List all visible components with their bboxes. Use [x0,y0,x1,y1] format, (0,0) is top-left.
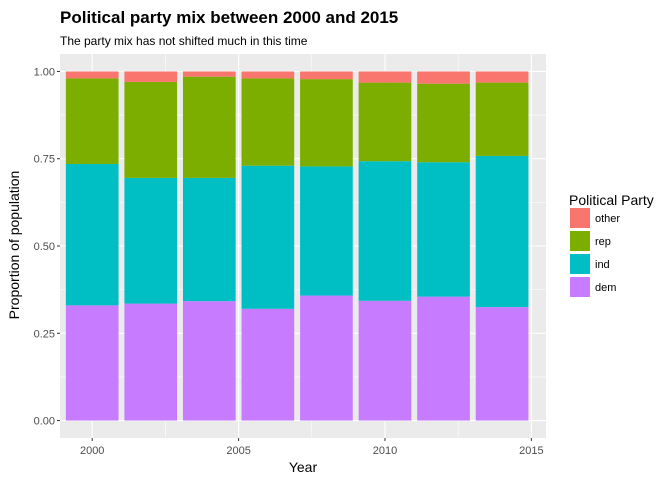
y-tick-label: 0.25 [34,328,55,340]
bar-segment-ind-2008 [300,166,353,296]
bar-segment-dem-2004 [182,301,236,421]
legend-label-other: other [595,213,620,225]
legend-key-rep [570,231,590,251]
legend: Political Party other rep ind dem [569,192,654,297]
legend-title: Political Party [569,192,654,208]
bar-segment-rep-2012 [417,83,470,163]
legend-key-ind [570,254,590,274]
bar-segment-dem-2002 [124,303,178,421]
legend-label-dem: dem [595,282,616,294]
bar-segment-ind-2004 [182,177,236,302]
bars [65,71,529,421]
bar-segment-other-2012 [417,71,470,84]
bar-segment-rep-2000 [65,78,119,164]
bar-segment-other-2004 [182,71,236,77]
bar-segment-other-2014 [475,71,529,83]
bar-segment-ind-2006 [241,165,295,309]
x-tick-label: 2000 [80,445,104,457]
bar-segment-other-2002 [124,71,178,82]
y-tick-label: 1.00 [34,66,55,78]
bar-segment-other-2006 [241,71,295,79]
bar-segment-dem-2012 [417,296,470,421]
bar-segment-rep-2006 [241,78,295,166]
x-axis: 2000 2005 2010 2015 [80,438,544,457]
y-tick-label: 0.00 [34,416,55,428]
bar-segment-ind-2014 [475,155,529,308]
x-tick-label: 2010 [373,445,397,457]
bar-segment-dem-2006 [241,308,295,421]
chart-title: Political party mix between 2000 and 201… [60,8,398,27]
bar-segment-rep-2010 [358,82,412,162]
bar-segment-rep-2002 [124,81,178,178]
bar-segment-dem-2014 [475,307,529,421]
x-tick-label: 2015 [519,445,543,457]
bar-segment-other-2008 [300,71,353,80]
x-axis-title: Year [289,459,318,475]
bar-segment-other-2000 [65,71,119,79]
bar-segment-ind-2000 [65,163,119,306]
bar-segment-ind-2010 [358,161,412,301]
bar-segment-ind-2002 [124,177,178,304]
x-tick-label: 2005 [226,445,250,457]
bar-segment-rep-2014 [475,82,529,156]
legend-label-rep: rep [595,236,611,248]
bar-segment-rep-2008 [300,79,353,167]
bar-segment-dem-2010 [358,300,412,421]
y-tick-label: 0.50 [34,241,55,253]
legend-key-other [570,208,590,228]
y-axis: 0.00 0.25 0.50 0.75 1.00 [34,66,60,428]
bar-segment-dem-2000 [65,305,119,421]
bar-segment-rep-2004 [182,76,236,178]
y-axis-title: Proportion of population [6,171,22,320]
y-tick-label: 0.75 [34,154,55,166]
bar-segment-dem-2008 [300,295,353,421]
bar-segment-other-2010 [358,71,412,83]
bar-segment-ind-2012 [417,162,470,297]
chart-subtitle: The party mix has not shifted much in th… [60,34,308,48]
legend-label-ind: ind [595,259,610,271]
legend-key-dem [570,277,590,297]
